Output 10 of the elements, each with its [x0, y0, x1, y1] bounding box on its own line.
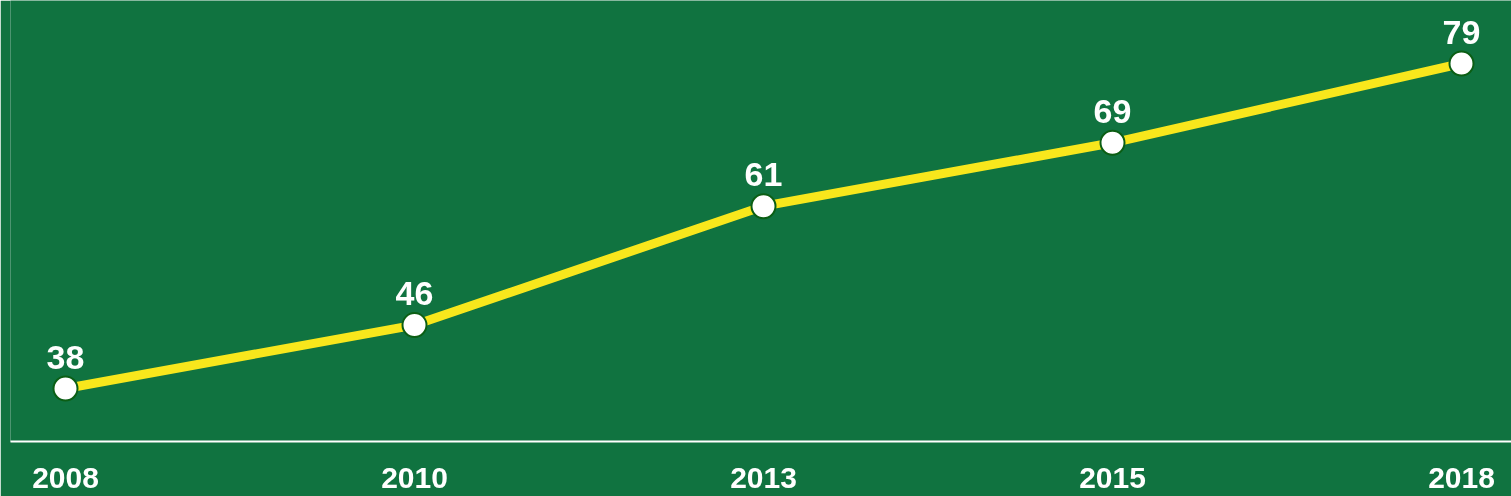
data-label: 38 — [46, 337, 85, 376]
x-tick-label: 2018 — [1428, 460, 1495, 494]
data-label: 79 — [1442, 12, 1481, 51]
x-tick-label: 2008 — [32, 460, 99, 494]
x-tick-label: 2015 — [1079, 460, 1146, 494]
x-tick-label: 2013 — [730, 460, 797, 494]
data-label: 69 — [1093, 91, 1132, 130]
x-tick-label: 2010 — [381, 460, 448, 494]
data-label: 46 — [395, 274, 434, 313]
data-label: 61 — [744, 155, 783, 194]
